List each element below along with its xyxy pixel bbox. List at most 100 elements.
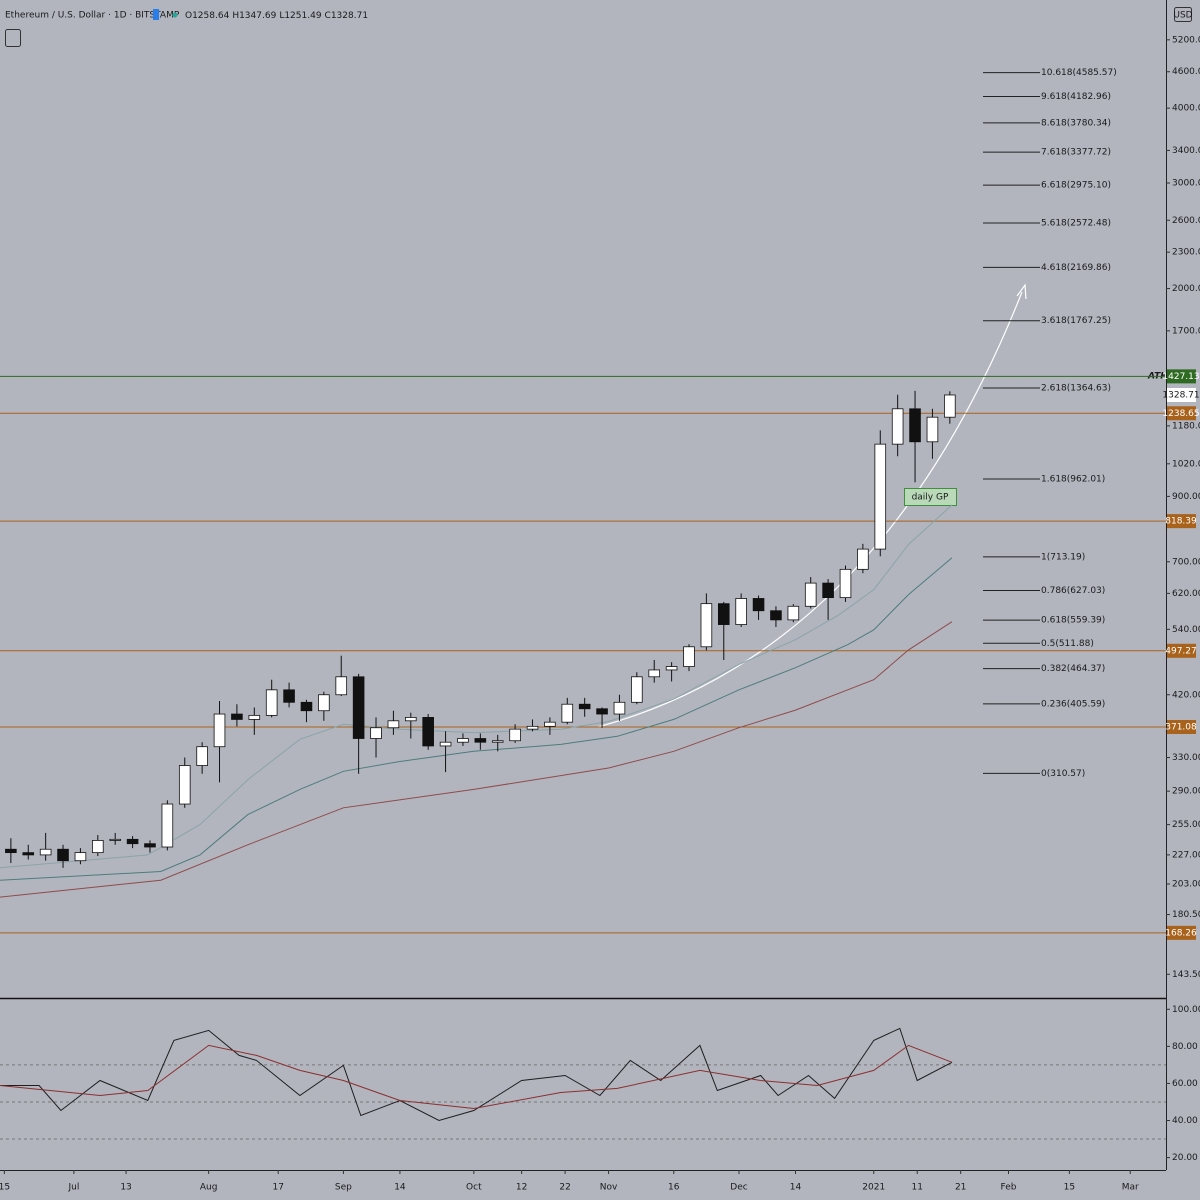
- series-line: [0, 1044, 953, 1110]
- fib-label: 0.618(559.39): [1041, 616, 1105, 626]
- x-tick-label: Jul: [67, 1183, 79, 1193]
- candle-body: [717, 603, 730, 625]
- candle-body: [283, 689, 295, 703]
- ohlc-value: C1328.71: [325, 11, 369, 21]
- candle-body: [74, 852, 87, 862]
- candle-body: [509, 728, 521, 742]
- y-tick-label: 330.00: [1172, 753, 1200, 763]
- y-tick-label: 1020.00: [1172, 459, 1200, 469]
- y-tick-label: 143.50: [1172, 970, 1200, 980]
- candle-body: [891, 408, 904, 445]
- fib-label: 9.618(4182.96): [1041, 92, 1111, 102]
- level-tag: [1167, 369, 1196, 384]
- series-line: [0, 557, 953, 881]
- x-tick-label: 11: [911, 1183, 922, 1193]
- candle-body: [648, 669, 661, 678]
- level-label: 818.39: [1165, 517, 1197, 527]
- fib-label: 8.618(3780.34): [1041, 118, 1111, 128]
- fib-label: 7.618(3377.72): [1041, 148, 1111, 158]
- currency-box[interactable]: [1174, 7, 1192, 22]
- candle-body: [318, 694, 330, 712]
- y-tick-label: 203.00: [1172, 879, 1200, 889]
- x-tick-label: Oct: [466, 1183, 482, 1193]
- fib-label: 2.618(1364.63): [1041, 384, 1111, 394]
- candle-body: [92, 840, 104, 854]
- candle-body: [422, 717, 434, 747]
- y-tick-label: 180.50: [1172, 910, 1200, 920]
- candle-body: [735, 598, 747, 625]
- arrow-head: [1016, 283, 1027, 300]
- fib-label: 0.236(405.59): [1041, 699, 1105, 709]
- x-tick-label: 15: [0, 1183, 10, 1193]
- candle-body: [526, 725, 539, 730]
- candle-body: [39, 848, 52, 856]
- ohlc-value: L1251.49: [279, 11, 322, 21]
- fib-label: 1.618(962.01): [1041, 475, 1105, 485]
- candle-body: [178, 765, 191, 805]
- candle-body: [300, 701, 313, 712]
- y-tick-label: 290.00: [1172, 787, 1200, 797]
- candle-body: [109, 838, 121, 841]
- candle-body: [474, 738, 487, 743]
- y-tick-label: 255.00: [1172, 820, 1200, 830]
- y-tick-label: 540.00: [1172, 625, 1200, 635]
- candle-body: [804, 582, 817, 607]
- candle-body: [613, 701, 626, 715]
- candle-body: [144, 843, 156, 848]
- level-tag: [1167, 643, 1196, 658]
- candle-body: [596, 708, 608, 715]
- candle-body: [387, 720, 400, 729]
- candle-body: [926, 416, 939, 443]
- x-tick-label: Mar: [1122, 1183, 1139, 1193]
- candle-body: [370, 727, 382, 739]
- x-tick-label: 2021: [862, 1183, 885, 1193]
- y-tick-label: 3000.00: [1172, 179, 1200, 189]
- x-tick-label: Sep: [335, 1183, 352, 1193]
- candle-body: [822, 582, 834, 599]
- y-tick-label: 227.00: [1172, 850, 1200, 860]
- candle-body: [665, 666, 678, 671]
- y-tick-label: 60.00: [1172, 1079, 1198, 1089]
- daily-gp-label: daily GP: [912, 493, 949, 503]
- y-tick-label: 2000.00: [1172, 284, 1200, 294]
- candle-body: [944, 394, 956, 418]
- plot: 15 Jul 13 Aug 17 Sep 14 Oct 12 22 Nov 16 Dec 14 2021 11…: [0, 35, 1200, 1193]
- x-tick-label: 22: [559, 1183, 570, 1193]
- candle-body: [196, 746, 208, 766]
- x-tick-label: 12: [516, 1183, 527, 1193]
- y-tick-label: 40.00: [1172, 1116, 1198, 1126]
- series-line: [0, 1027, 953, 1122]
- y-tick-label: 4600.00: [1172, 67, 1200, 77]
- candle-body: [405, 717, 417, 722]
- level-label: 1427.13: [1162, 372, 1199, 382]
- candle-body: [874, 443, 887, 550]
- level-label: 371.08: [1165, 722, 1197, 732]
- candle-body: [787, 605, 800, 621]
- series-line: [0, 621, 953, 898]
- fib-label: 0.5(511.88): [1041, 639, 1094, 649]
- x-tick-label: 21: [955, 1183, 966, 1193]
- candle-body: [683, 646, 695, 667]
- fib-label: 4.618(2169.86): [1041, 263, 1111, 273]
- y-tick-label: 1180.00: [1172, 421, 1200, 431]
- candle-body: [909, 408, 921, 443]
- candle-body: [22, 852, 35, 856]
- last-price-tag: [1167, 387, 1196, 402]
- fib-label: 1(713.19): [1041, 552, 1085, 562]
- y-tick-label: 2300.00: [1172, 248, 1200, 258]
- series-line: [0, 504, 953, 869]
- symbol-title: Ethereum / U.S. Dollar · 1D · BITSTAMP: [5, 11, 180, 21]
- candle-body: [631, 676, 643, 703]
- ohlc-value: O1258.64: [185, 11, 230, 21]
- candle-body: [439, 741, 452, 747]
- candle-body: [857, 548, 869, 570]
- last-price-label: 1328.71: [1162, 390, 1199, 400]
- y-tick-label: 1700.00: [1172, 326, 1200, 336]
- y-tick-label: 5200.00: [1172, 35, 1200, 45]
- x-tick-label: Feb: [1001, 1183, 1017, 1193]
- fib-label: 0(310.57): [1041, 769, 1085, 779]
- candle-body: [770, 610, 782, 621]
- level-tag: [1167, 719, 1196, 734]
- collapse-button[interactable]: [5, 29, 21, 47]
